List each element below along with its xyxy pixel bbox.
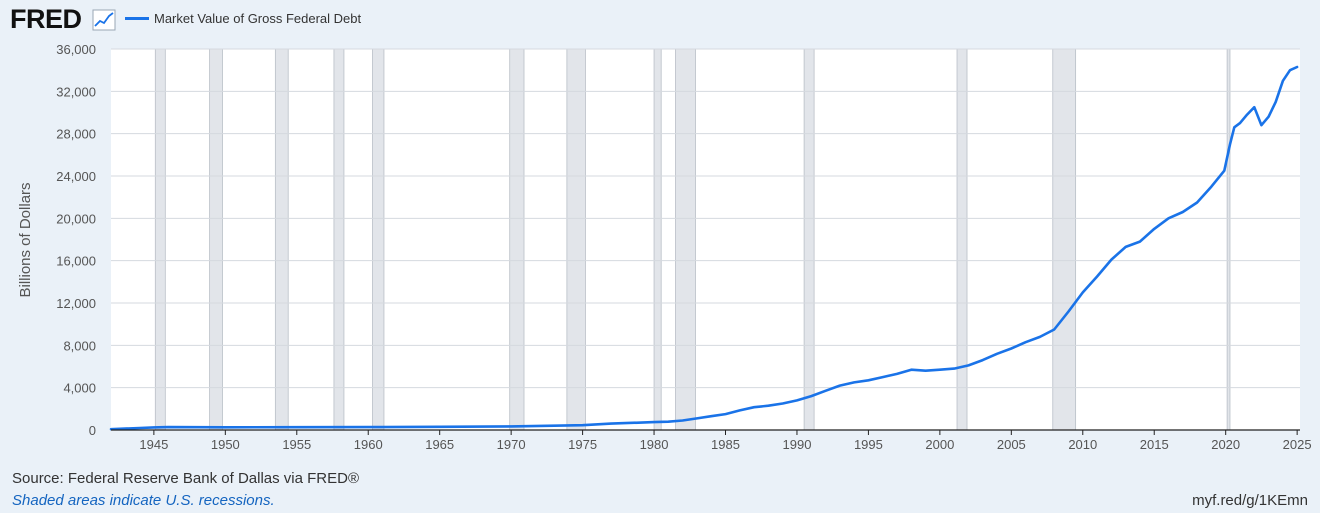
- x-tick-label: 1955: [282, 437, 311, 452]
- x-tick-label: 1950: [211, 437, 240, 452]
- y-tick-label: 20,000: [56, 211, 96, 226]
- recession-band: [209, 48, 223, 431]
- x-tick-label: 1970: [497, 437, 526, 452]
- y-tick-label: 12,000: [56, 296, 96, 311]
- trend-chart-icon: [92, 9, 116, 31]
- x-tick-label: 2005: [997, 437, 1026, 452]
- series-layer: [109, 65, 1299, 431]
- chart-header: FRED Market Value of Gross Federal Debt: [0, 0, 1320, 40]
- x-tick-label: 2025: [1283, 437, 1312, 452]
- recession-band: [509, 48, 525, 431]
- x-tick-label: 2010: [1068, 437, 1097, 452]
- x-tick-label: 1990: [783, 437, 812, 452]
- source-note: Source: Federal Reserve Bank of Dallas v…: [12, 470, 360, 487]
- chart-legend[interactable]: Market Value of Gross Federal Debt: [125, 11, 361, 26]
- y-axis-ticks: 0 4,000 8,000 12,000 16,000 20,000 24,000 28,00…: [56, 42, 96, 438]
- x-tick-label: 2020: [1211, 437, 1240, 452]
- x-tick-label: 1995: [854, 437, 883, 452]
- legend-swatch: [125, 17, 149, 20]
- recession-band: [1052, 48, 1077, 431]
- recession-band: [566, 48, 586, 431]
- recession-band: [956, 48, 968, 431]
- plot-area: [111, 49, 1300, 430]
- short-url-link[interactable]: myf.red/g/1KEmn: [1192, 492, 1308, 509]
- recession-band: [372, 48, 385, 431]
- y-tick-label: 24,000: [56, 169, 96, 184]
- x-axis-ticks: 1945 1950 1955 1960 1965 1970 1975 1980 1985 1990…: [139, 430, 1312, 452]
- recession-band: [653, 48, 662, 431]
- recession-band: [675, 48, 696, 431]
- fred-logo[interactable]: FRED: [10, 4, 82, 34]
- recession-band: [333, 48, 345, 431]
- x-tick-label: 1985: [711, 437, 740, 452]
- x-tick-label: 1980: [640, 437, 669, 452]
- x-tick-label: 2015: [1140, 437, 1169, 452]
- x-tick-label: 1945: [139, 437, 168, 452]
- x-tick-label: 1965: [425, 437, 454, 452]
- recession-band: [1226, 48, 1231, 431]
- y-tick-label: 32,000: [56, 84, 96, 99]
- recession-band: [154, 48, 166, 431]
- x-tick-label: 1975: [568, 437, 597, 452]
- series-line[interactable]: [109, 65, 1299, 431]
- x-tick-label: 2000: [925, 437, 954, 452]
- y-tick-label: 4,000: [63, 381, 96, 396]
- line-chart[interactable]: 0 4,000 8,000 12,000 16,000 20,000 24,000 28,00…: [0, 0, 1320, 465]
- y-tick-label: 16,000: [56, 254, 96, 269]
- y-axis-label: Billions of Dollars: [17, 182, 34, 297]
- y-tick-label: 28,000: [56, 127, 96, 142]
- recession-note: Shaded areas indicate U.S. recessions.: [12, 492, 275, 509]
- legend-label: Market Value of Gross Federal Debt: [154, 11, 362, 26]
- recession-band: [274, 48, 289, 431]
- x-tick-label: 1960: [354, 437, 383, 452]
- recession-band: [803, 48, 815, 431]
- y-tick-label: 8,000: [63, 338, 96, 353]
- y-tick-label: 0: [89, 423, 96, 438]
- y-tick-label: 36,000: [56, 42, 96, 57]
- gridlines: [111, 48, 1300, 389]
